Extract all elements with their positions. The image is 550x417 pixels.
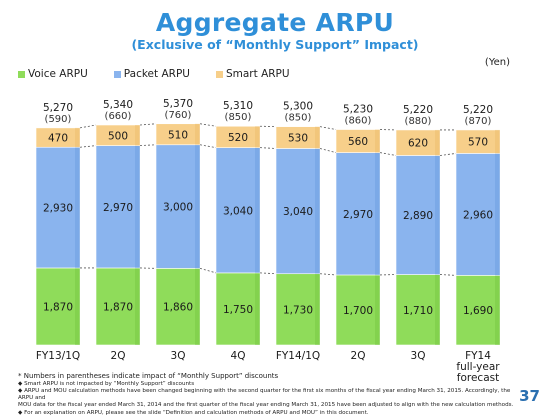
bar-value-label: 1,690 bbox=[463, 305, 493, 317]
bar-shade bbox=[75, 147, 80, 268]
bar-shade bbox=[435, 155, 440, 274]
bar-value-label: 3,040 bbox=[223, 205, 253, 217]
connector-line bbox=[140, 124, 156, 125]
bar-shade bbox=[315, 148, 320, 273]
connector-line bbox=[200, 145, 216, 148]
bar-shade bbox=[435, 275, 440, 345]
bar-shade bbox=[495, 130, 500, 153]
bar-value-label: 530 bbox=[288, 133, 308, 145]
bar-shade bbox=[315, 127, 320, 149]
footnote-item: ◆ For an explanation on ARPU, please see… bbox=[18, 410, 518, 417]
bar-value-label: 3,040 bbox=[283, 206, 313, 218]
monthly-support-label: (760) bbox=[165, 110, 192, 121]
bar-shade bbox=[495, 153, 500, 275]
x-tick-label: 3Q bbox=[411, 350, 426, 362]
bar-shade bbox=[195, 268, 200, 345]
connector-line bbox=[140, 145, 156, 146]
bar-shade bbox=[195, 124, 200, 145]
monthly-support-label: (850) bbox=[225, 112, 252, 123]
connector-line bbox=[380, 153, 396, 156]
connector-line bbox=[260, 273, 276, 274]
connector-line bbox=[260, 148, 276, 149]
total-label: 5,220 bbox=[403, 104, 433, 116]
bar-shade bbox=[375, 275, 380, 345]
connector-line bbox=[200, 124, 216, 126]
bar-shade bbox=[135, 125, 140, 146]
x-tick-label: 2Q bbox=[111, 350, 126, 362]
bar-shade bbox=[75, 128, 80, 147]
bar-value-label: 520 bbox=[228, 132, 248, 144]
x-tick-label: 4Q bbox=[231, 350, 246, 362]
footnote-item: ◆ Smart ARPU is not impacted by “Monthly… bbox=[18, 381, 518, 388]
bar-shade bbox=[195, 145, 200, 269]
bar-value-label: 500 bbox=[108, 130, 128, 142]
bar-shade bbox=[135, 146, 140, 268]
footnote-main: * Numbers in parentheses indicate impact… bbox=[18, 372, 518, 381]
connector-line bbox=[320, 274, 336, 275]
bar-value-label: 470 bbox=[48, 133, 68, 145]
bar-value-label: 1,730 bbox=[283, 304, 313, 316]
connector-line bbox=[320, 127, 336, 130]
bar-value-label: 620 bbox=[408, 138, 428, 150]
monthly-support-label: (660) bbox=[105, 111, 132, 122]
footnotes: * Numbers in parentheses indicate impact… bbox=[18, 372, 518, 417]
connector-line bbox=[80, 146, 96, 148]
total-label: 5,300 bbox=[283, 101, 313, 113]
bar-shade bbox=[375, 153, 380, 275]
bar-value-label: 1,700 bbox=[343, 305, 373, 317]
bar-value-label: 2,960 bbox=[463, 209, 493, 221]
footnote-item: ◆ ARPU and MOU calculation methods have … bbox=[18, 388, 518, 403]
connector-line bbox=[440, 275, 456, 276]
bar-shade bbox=[495, 275, 500, 345]
bar-shade bbox=[435, 130, 440, 156]
bar-value-label: 570 bbox=[468, 137, 488, 149]
total-label: 5,370 bbox=[163, 98, 193, 110]
bar-shade bbox=[315, 274, 320, 345]
monthly-support-label: (880) bbox=[405, 116, 432, 127]
total-label: 5,340 bbox=[103, 99, 133, 111]
monthly-support-label: (850) bbox=[285, 113, 312, 124]
monthly-support-label: (860) bbox=[345, 116, 372, 127]
bar-value-label: 510 bbox=[168, 129, 188, 141]
x-tick-label: 2Q bbox=[351, 350, 366, 362]
bar-value-label: 3,000 bbox=[163, 202, 193, 214]
connector-line bbox=[80, 125, 96, 128]
bar-value-label: 1,710 bbox=[403, 305, 433, 317]
bar-value-label: 1,750 bbox=[223, 304, 253, 316]
monthly-support-label: (870) bbox=[465, 116, 492, 127]
page-number: 37 bbox=[519, 387, 540, 405]
bar-shade bbox=[255, 273, 260, 345]
x-tick-label: FY14/1Q bbox=[276, 350, 320, 362]
total-label: 5,230 bbox=[343, 104, 373, 116]
bar-value-label: 2,890 bbox=[403, 210, 433, 222]
bar-value-label: 2,930 bbox=[43, 203, 73, 215]
x-tick-label: FY13/1Q bbox=[36, 350, 80, 362]
bar-shade bbox=[135, 268, 140, 345]
connector-line bbox=[200, 268, 216, 273]
bar-value-label: 1,860 bbox=[163, 302, 193, 314]
monthly-support-label: (590) bbox=[45, 114, 72, 125]
connector-line bbox=[440, 153, 456, 155]
bar-value-label: 1,870 bbox=[43, 301, 73, 313]
total-label: 5,310 bbox=[223, 100, 253, 112]
connector-line bbox=[320, 148, 336, 152]
bar-shade bbox=[375, 130, 380, 153]
bar-value-label: 1,870 bbox=[103, 301, 133, 313]
bar-value-label: 2,970 bbox=[343, 209, 373, 221]
bar-shade bbox=[255, 126, 260, 147]
bar-value-label: 560 bbox=[348, 136, 368, 148]
bar-value-label: 2,970 bbox=[103, 202, 133, 214]
total-label: 5,220 bbox=[463, 104, 493, 116]
bar-shade bbox=[255, 148, 260, 273]
bar-shade bbox=[75, 268, 80, 345]
x-tick-label: 3Q bbox=[171, 350, 186, 362]
footnote-item: MOU data for the fiscal year ended March… bbox=[18, 402, 518, 409]
total-label: 5,270 bbox=[43, 102, 73, 114]
